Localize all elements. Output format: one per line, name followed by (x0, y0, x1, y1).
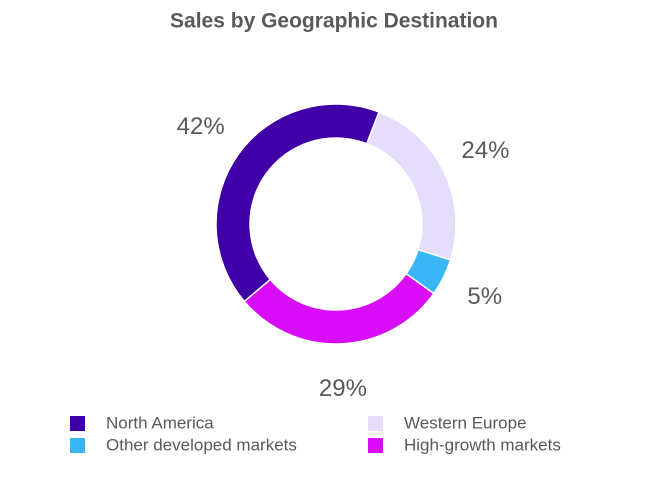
legend-label: North America (106, 413, 214, 432)
chart-title: Sales by Geographic Destination (170, 10, 498, 33)
legend-marker (70, 416, 85, 431)
legend-label: Other developed markets (106, 435, 297, 454)
data-label: 5% (467, 283, 502, 310)
legend-marker (368, 416, 383, 431)
donut-segment (365, 111, 457, 261)
legend-marker (70, 438, 85, 453)
legend-label: High-growth markets (404, 435, 561, 454)
data-label: 29% (319, 375, 367, 402)
donut-segment (243, 272, 435, 345)
legend-label: Western Europe (404, 413, 527, 432)
data-label: 24% (461, 137, 509, 164)
donut-segment (215, 103, 380, 303)
data-label: 42% (177, 113, 225, 140)
legend-marker (368, 438, 383, 453)
